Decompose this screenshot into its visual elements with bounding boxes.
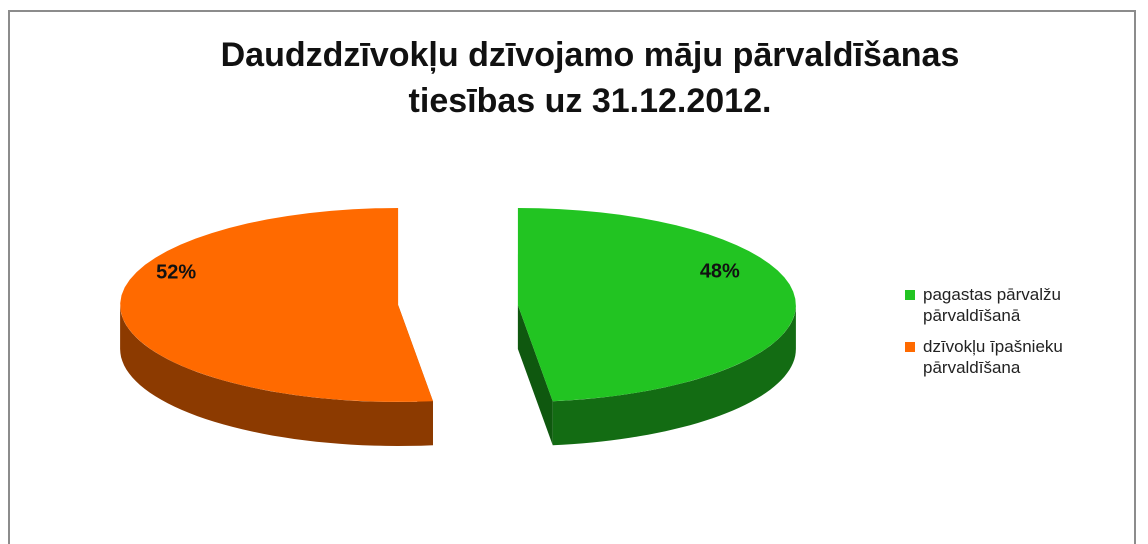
slice-side-wall bbox=[120, 305, 433, 446]
legend-swatch bbox=[905, 290, 915, 300]
slice-side-wall bbox=[552, 305, 796, 446]
legend: pagastas pārvalžu pārvaldīšanā dzīvokļu ī… bbox=[905, 284, 1105, 388]
slice bbox=[120, 208, 433, 402]
legend-label: pagastas pārvalžu pārvaldīšanā bbox=[923, 285, 1061, 325]
legend-label: dzīvokļu īpašnieku pārvaldīšana bbox=[923, 337, 1063, 377]
chart-frame bbox=[8, 10, 1136, 544]
legend-swatch bbox=[905, 342, 915, 352]
legend-item: pagastas pārvalžu pārvaldīšanā bbox=[905, 284, 1105, 326]
chart-title: Daudzdzīvokļu dzīvojamo māju pārvaldīšan… bbox=[220, 36, 960, 120]
slice-label: 48% bbox=[700, 260, 740, 282]
slice bbox=[517, 208, 796, 402]
slice-label: 52% bbox=[156, 262, 196, 284]
legend-item: dzīvokļu īpašnieku pārvaldīšana bbox=[905, 336, 1105, 378]
slice-edge-wall bbox=[517, 305, 553, 446]
